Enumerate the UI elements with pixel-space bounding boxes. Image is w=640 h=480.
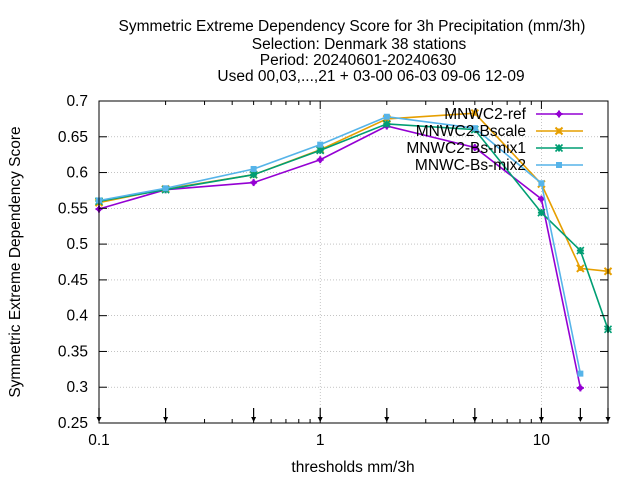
data-point-dot bbox=[472, 144, 478, 151]
data-point-dot bbox=[577, 385, 583, 391]
y-tick-label: 0.3 bbox=[66, 379, 88, 396]
y-tick-label: 0.45 bbox=[58, 272, 88, 289]
data-point bbox=[249, 170, 258, 179]
data-point bbox=[537, 195, 545, 203]
data-point bbox=[382, 119, 391, 128]
title-line-3: Period: 20240601-20240630 bbox=[260, 52, 457, 69]
data-point bbox=[576, 246, 585, 255]
data-point bbox=[383, 113, 390, 120]
y-tick-label: 0.6 bbox=[66, 165, 88, 182]
x-tick-label: 0.1 bbox=[88, 432, 110, 449]
legend-label: MNWC-Bs-mix2 bbox=[415, 157, 526, 174]
legend-label: MNWC2-Bscale bbox=[416, 123, 526, 140]
data-point-dot bbox=[556, 111, 562, 117]
data-point bbox=[555, 110, 563, 118]
y-axis-label: Symmetric Extreme Dependency Score bbox=[7, 126, 24, 397]
y-tick-label: 0.5 bbox=[66, 236, 88, 253]
chart-title: Symmetric Extreme Dependency Score for 3… bbox=[119, 18, 586, 85]
y-tick-label: 0.7 bbox=[66, 93, 88, 110]
legend-label: MNWC2-ref bbox=[444, 106, 526, 123]
threshold-arrow-head bbox=[577, 417, 583, 422]
data-point-d2 bbox=[316, 146, 325, 155]
x-axis-label: thresholds mm/3h bbox=[291, 459, 414, 476]
data-point bbox=[538, 180, 545, 187]
data-point-dot bbox=[472, 110, 478, 116]
data-point bbox=[471, 144, 479, 152]
y-tick-label: 0.4 bbox=[66, 308, 88, 325]
data-point-dot bbox=[577, 265, 583, 272]
data-point-d2 bbox=[249, 170, 258, 179]
data-point bbox=[162, 185, 169, 192]
legend-label: MNWC2-Bs-mix1 bbox=[406, 140, 526, 157]
data-point bbox=[316, 156, 324, 164]
legend: MNWC2-refMNWC2-BscaleMNWC2-Bs-mix1MNWC-B… bbox=[406, 106, 583, 174]
y-tick-label: 0.35 bbox=[58, 343, 88, 360]
x-tick-label: 10 bbox=[533, 432, 551, 449]
data-point-d2 bbox=[576, 246, 585, 255]
data-point-dot bbox=[556, 128, 562, 134]
data-point bbox=[554, 143, 564, 153]
y-tick-label: 0.55 bbox=[58, 200, 88, 217]
data-point bbox=[250, 165, 257, 172]
data-point bbox=[470, 108, 480, 118]
axes: 0.25 0.3 0.35 0.4 0.45 0.5 0.55 0.6 0.65 0.7 0.1 1 1… bbox=[58, 93, 609, 449]
series bbox=[94, 119, 613, 334]
data-point bbox=[471, 125, 478, 132]
series-line bbox=[98, 125, 582, 389]
data-point bbox=[577, 370, 584, 377]
threshold-arrow bbox=[577, 408, 583, 422]
data-point-d2 bbox=[537, 208, 546, 217]
plot-frame bbox=[98, 100, 609, 424]
title-line-2: Selection: Denmark 38 stations bbox=[252, 36, 467, 53]
legend-entry: MNWC2-Bscale bbox=[416, 123, 583, 140]
plot-series bbox=[94, 108, 613, 392]
series-line bbox=[98, 115, 582, 374]
data-point-dot bbox=[538, 196, 545, 202]
data-point-dot bbox=[251, 179, 257, 186]
title-line-4: Used 00,03,...,21 + 03-00 06-03 09-06 12… bbox=[217, 68, 524, 85]
data-point bbox=[317, 141, 324, 148]
legend-entry: MNWC-Bs-mix2 bbox=[415, 157, 583, 174]
legend-entry: MNWC2-ref bbox=[444, 106, 583, 123]
y-tick-label: 0.25 bbox=[58, 415, 88, 432]
data-point bbox=[576, 384, 584, 392]
data-point bbox=[537, 208, 546, 217]
data-point bbox=[554, 126, 564, 136]
title-line-1: Symmetric Extreme Dependency Score for 3… bbox=[119, 18, 586, 35]
legend-entry: MNWC2-Bs-mix1 bbox=[406, 140, 583, 157]
data-point-dot bbox=[317, 157, 323, 163]
data-point bbox=[556, 162, 562, 168]
data-point bbox=[316, 146, 325, 155]
data-point-d2 bbox=[382, 119, 391, 128]
data-point-d2 bbox=[554, 143, 564, 153]
x-tick-label: 1 bbox=[316, 432, 325, 449]
data-point bbox=[250, 179, 258, 187]
y-tick-label: 0.65 bbox=[58, 129, 88, 146]
data-point bbox=[576, 264, 585, 273]
